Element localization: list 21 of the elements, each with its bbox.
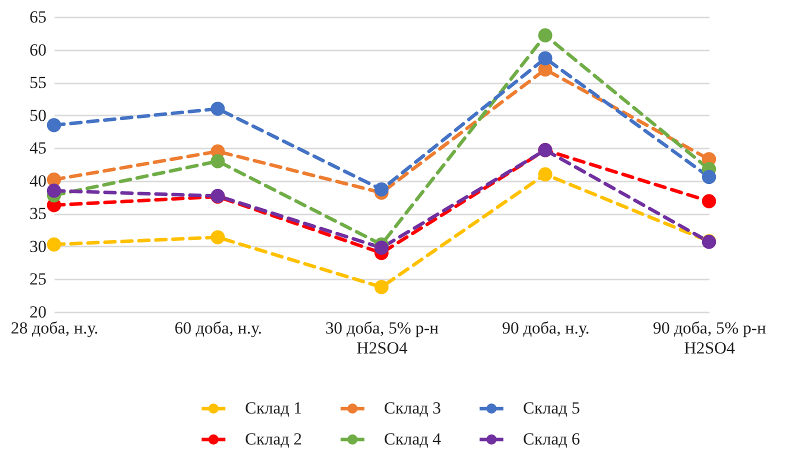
y-tick-label: 45 <box>30 138 46 158</box>
legend-label: Склад 1 <box>245 398 302 418</box>
legend-label: Склад 2 <box>245 430 302 448</box>
y-tick-label: 65 <box>30 8 46 26</box>
y-tick-label: 35 <box>30 204 46 224</box>
legend-label: Склад 4 <box>384 430 442 448</box>
y-tick-label: 50 <box>30 106 46 125</box>
x-tick-label: 28 доба, н.у. <box>10 318 98 338</box>
y-tick-label: 20 <box>30 302 46 322</box>
x-tick-label: 90 доба, 5% р-н H2SO4 <box>652 318 766 358</box>
y-tick-label: 25 <box>30 270 46 289</box>
y-tick-label: 40 <box>30 171 46 190</box>
x-tick-label: 30 доба, 5% р-н H2SO4 <box>325 318 439 358</box>
legend-label: Склад 5 <box>523 398 580 418</box>
y-tick-label: 60 <box>30 40 46 60</box>
x-tick-label: 90 доба, н.у. <box>502 318 590 338</box>
legend-label: Склад 3 <box>384 398 442 418</box>
y-tick-label: 30 <box>30 236 46 256</box>
x-tick-label: 60 доба, н.у. <box>174 318 262 338</box>
legend-label: Склад 6 <box>523 430 580 448</box>
y-tick-label: 55 <box>30 73 46 92</box>
